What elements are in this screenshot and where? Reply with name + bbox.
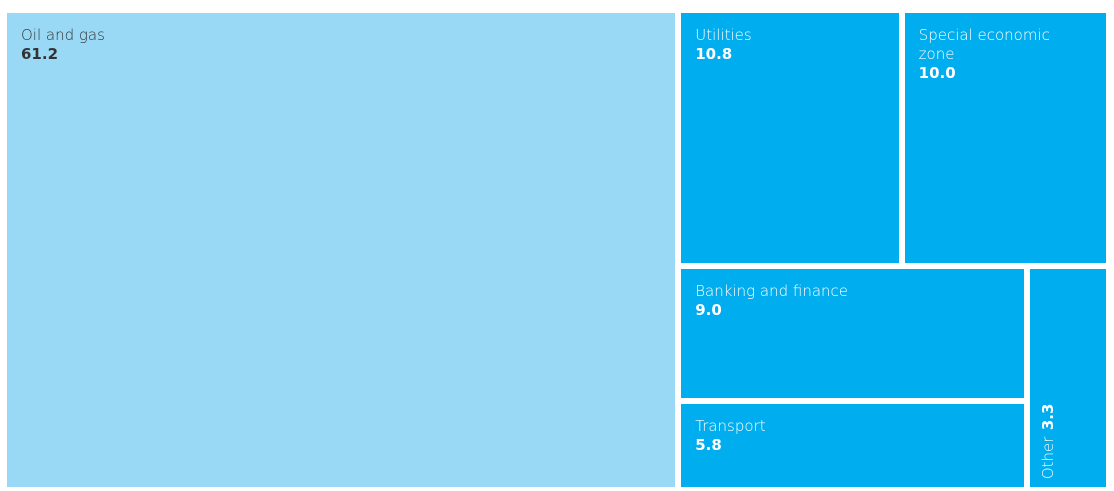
tile-name: Utilities bbox=[695, 26, 752, 44]
tile-value: 61.2 bbox=[21, 45, 59, 63]
tile-name: Oil and gas bbox=[21, 26, 105, 44]
tile-value: 9.0 bbox=[695, 301, 722, 320]
tile-value: 10.8 bbox=[695, 45, 733, 63]
tile-value: 5.8 bbox=[695, 436, 722, 454]
tile: Utilities 10.8 bbox=[681, 13, 899, 264]
tile: Other 3.3 bbox=[1029, 269, 1106, 487]
tile-value: 3.3 bbox=[1038, 403, 1057, 431]
tile: Banking and finance 9.0 bbox=[681, 269, 1024, 398]
tile-name: Banking and finance bbox=[695, 282, 849, 301]
tile-name: Transport bbox=[695, 417, 766, 435]
label: Other 3.3 bbox=[1038, 404, 1058, 479]
tile-name: Special economic zone bbox=[918, 26, 1050, 63]
tile-name: Other bbox=[1038, 436, 1057, 479]
tile-value: 10.0 bbox=[918, 64, 956, 82]
tile: Special economic zone 10.0 bbox=[904, 13, 1106, 264]
tile: Transport 5.8 bbox=[681, 404, 1024, 487]
treemap: Oil and gas 61.2 Utilities 10.8 Special econ… bbox=[7, 13, 1106, 487]
tile: Oil and gas 61.2 bbox=[7, 13, 676, 487]
